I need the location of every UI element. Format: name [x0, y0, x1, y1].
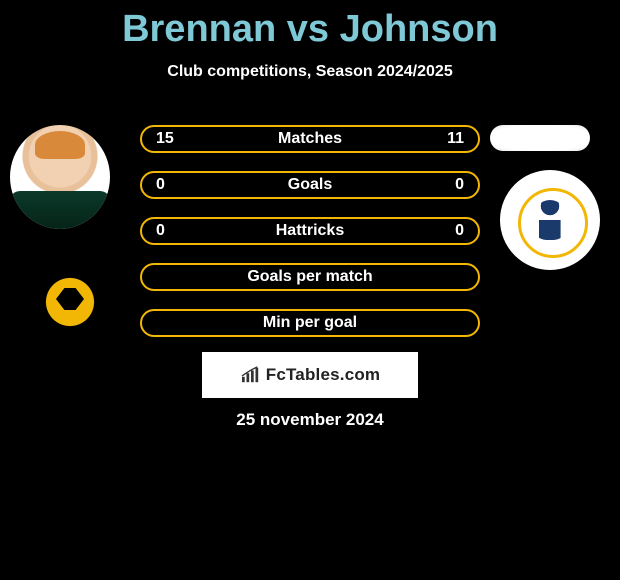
- right-club-badge: [500, 170, 600, 270]
- subtitle: Club competitions, Season 2024/2025: [0, 63, 620, 81]
- stat-left-value: 0: [156, 176, 186, 194]
- stats-table: 15 Matches 11 0 Goals 0 0 Hattricks 0 Go…: [140, 125, 480, 355]
- stat-label: Matches: [186, 130, 434, 148]
- stat-label: Goals: [186, 176, 434, 194]
- page-title: Brennan vs Johnson: [0, 0, 620, 51]
- left-club-badge: [20, 260, 120, 344]
- right-player-avatar: [490, 125, 590, 151]
- stat-right-value: 0: [434, 222, 464, 240]
- stat-right-value: 11: [434, 130, 464, 148]
- stat-row: Goals per match: [140, 263, 480, 291]
- stat-row: 0 Goals 0: [140, 171, 480, 199]
- stat-left-value: 15: [156, 130, 186, 148]
- watermark: FcTables.com: [202, 352, 418, 398]
- date-label: 25 november 2024: [0, 410, 620, 430]
- stat-label: Min per goal: [186, 314, 434, 332]
- stat-right-value: 0: [434, 176, 464, 194]
- chart-icon: [240, 366, 262, 384]
- stat-row: 0 Hattricks 0: [140, 217, 480, 245]
- watermark-label: FcTables.com: [266, 365, 381, 385]
- left-player-avatar: [10, 125, 110, 229]
- stat-row: 15 Matches 11: [140, 125, 480, 153]
- stat-label: Hattricks: [186, 222, 434, 240]
- stat-row: Min per goal: [140, 309, 480, 337]
- stat-left-value: 0: [156, 222, 186, 240]
- stat-label: Goals per match: [186, 268, 434, 286]
